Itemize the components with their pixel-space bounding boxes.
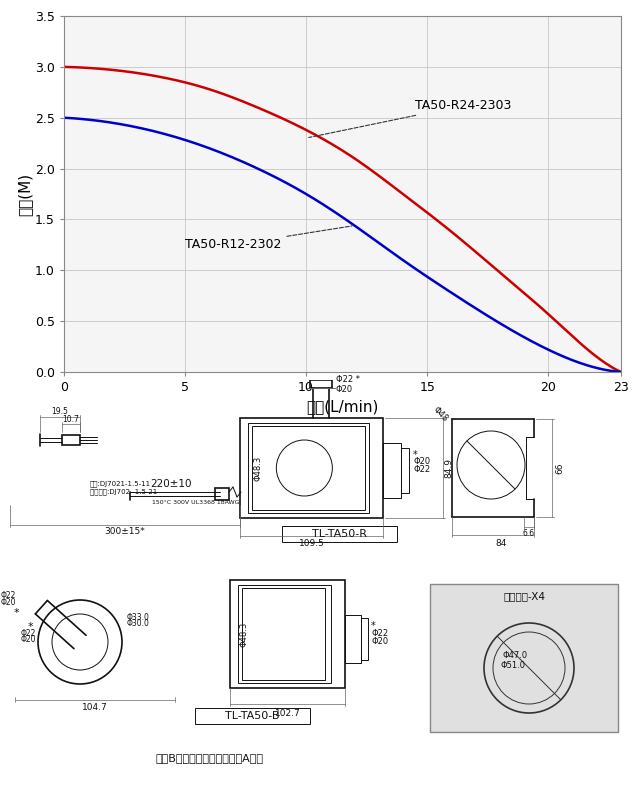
Bar <box>62 435 80 445</box>
Bar <box>345 615 361 663</box>
Text: 300±15*: 300±15* <box>104 527 145 537</box>
Text: Φ47.0: Φ47.0 <box>502 651 527 661</box>
Bar <box>282 526 397 542</box>
Text: Φ20: Φ20 <box>371 637 388 646</box>
Text: Φ48.3: Φ48.3 <box>239 622 248 646</box>
Text: Φ20: Φ20 <box>336 386 353 394</box>
Text: 102.7: 102.7 <box>275 709 300 718</box>
Text: 84: 84 <box>495 538 507 547</box>
Text: TL-TA50-R: TL-TA50-R <box>312 529 367 539</box>
Bar <box>430 584 618 732</box>
Text: Φ20: Φ20 <box>1 598 17 606</box>
Bar <box>252 426 365 510</box>
Text: Φ48: Φ48 <box>431 405 450 423</box>
Bar <box>215 488 229 500</box>
Bar <box>230 580 345 688</box>
Text: 配套端子:DJ702 -1.5-21: 配套端子:DJ702 -1.5-21 <box>90 489 157 495</box>
Text: 84.9: 84.9 <box>445 458 454 478</box>
Text: 端子:DJ7021-1.5-11: 端子:DJ7021-1.5-11 <box>90 481 151 487</box>
Bar <box>361 618 368 660</box>
Text: TA50-R24-2303: TA50-R24-2303 <box>309 99 511 138</box>
Text: 150°C 300V UL3368 18AWG: 150°C 300V UL3368 18AWG <box>152 501 239 506</box>
Text: TL-TA50-B: TL-TA50-B <box>225 711 279 721</box>
Bar <box>238 585 331 683</box>
Text: Φ22 *: Φ22 * <box>336 375 360 385</box>
Text: Φ22: Φ22 <box>1 590 17 600</box>
Text: *: * <box>371 621 376 631</box>
Bar <box>401 448 409 493</box>
Text: *: * <box>27 622 33 632</box>
Text: 66: 66 <box>556 462 564 474</box>
X-axis label: 流量(L/min): 流量(L/min) <box>306 399 379 414</box>
Text: 109.5: 109.5 <box>299 539 324 549</box>
Text: 19.5: 19.5 <box>52 406 68 415</box>
Y-axis label: 扬程(M): 扬程(M) <box>17 173 32 215</box>
Text: Φ22: Φ22 <box>413 466 430 474</box>
Text: Φ30.0: Φ30.0 <box>127 619 150 629</box>
Bar <box>240 418 383 518</box>
Text: 可选支架-X4: 可选支架-X4 <box>503 591 545 601</box>
Text: Φ22: Φ22 <box>371 629 388 638</box>
Text: TA50-R12-2302: TA50-R12-2302 <box>185 226 352 251</box>
Text: *: * <box>13 608 19 618</box>
Text: 注：B泵头引线、端子请参考A泵头: 注：B泵头引线、端子请参考A泵头 <box>156 753 264 763</box>
Text: 104.7: 104.7 <box>82 702 108 711</box>
Text: Φ20: Φ20 <box>20 635 36 645</box>
Bar <box>383 443 401 498</box>
Text: Φ20: Φ20 <box>413 458 430 466</box>
Bar <box>248 423 369 513</box>
Bar <box>195 708 310 724</box>
Text: Φ51.0: Φ51.0 <box>500 661 525 670</box>
Text: 10.7: 10.7 <box>63 414 79 423</box>
Text: *: * <box>413 450 418 460</box>
Bar <box>242 588 325 680</box>
Text: Φ22: Φ22 <box>20 629 36 638</box>
Text: Φ48.3: Φ48.3 <box>253 455 262 481</box>
Text: Φ33.0: Φ33.0 <box>127 613 150 622</box>
Text: 6.6: 6.6 <box>523 529 535 538</box>
Text: 220±10: 220±10 <box>150 479 192 489</box>
